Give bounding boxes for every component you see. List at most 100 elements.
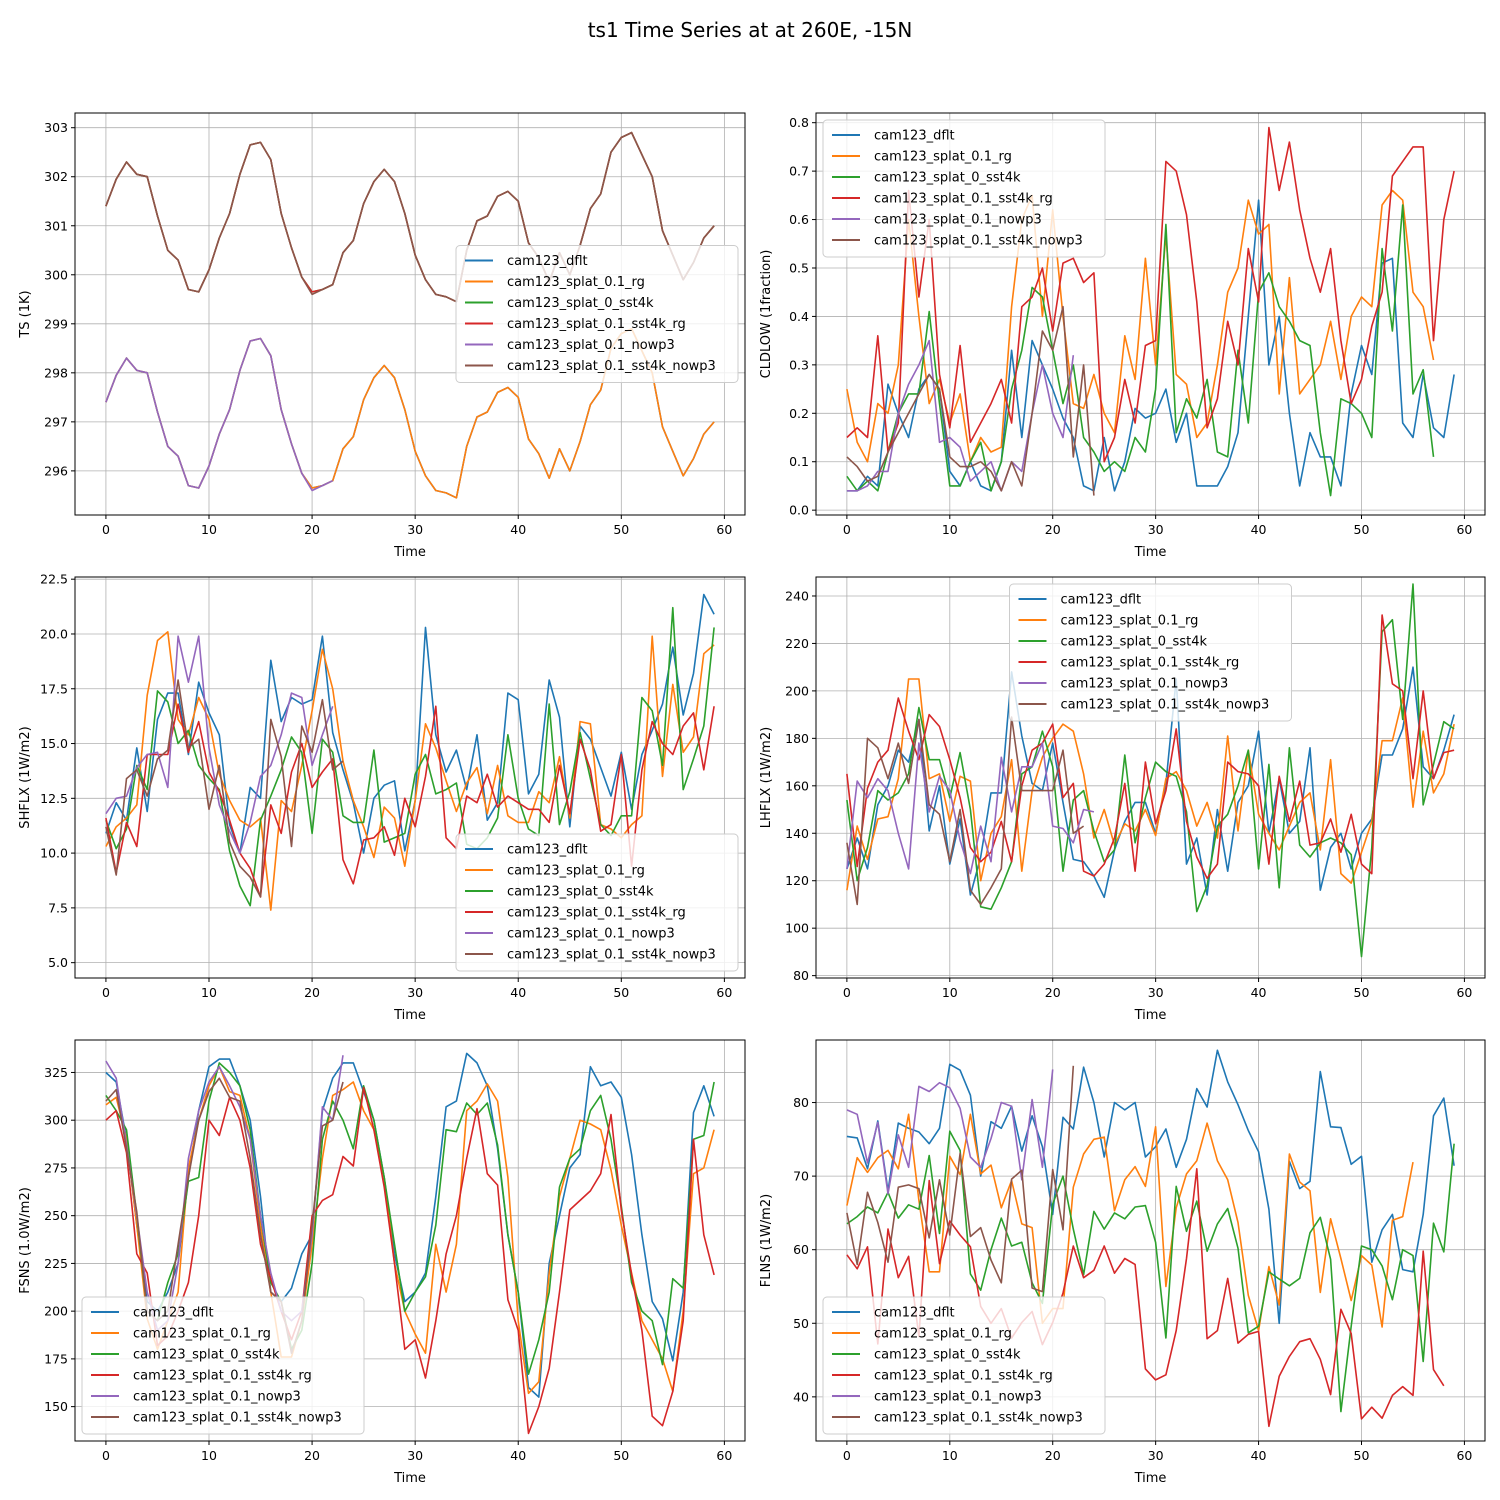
legend-label: cam123_splat_0_sst4k (507, 885, 654, 900)
y-tick-label: 298 (44, 365, 68, 380)
x-tick-label: 60 (1456, 985, 1472, 1000)
y-tick-label: 120 (785, 873, 809, 888)
series-line-cam123_splat_0_sst4k (105, 606, 715, 907)
x-tick-label: 10 (201, 1448, 217, 1463)
y-tick-label: 302 (44, 169, 68, 184)
y-tick-label: 0.8 (789, 115, 809, 130)
legend-label: cam123_splat_0.1_sst4k_nowp3 (133, 1411, 342, 1426)
legend-label: cam123_splat_0.1_sst4k_nowp3 (874, 1411, 1083, 1426)
y-tick-label: 220 (785, 636, 809, 651)
y-axis-label: TS (1K) (18, 290, 33, 338)
x-tick-label: 40 (510, 522, 526, 537)
series-line-cam123_splat_0.1_nowp3 (846, 742, 1095, 875)
legend-label: cam123_splat_0.1_sst4k_rg (874, 192, 1053, 207)
legend-label: cam123_splat_0.1_sst4k_nowp3 (507, 359, 716, 374)
series-line-cam123_splat_0.1_rg (846, 1113, 1414, 1332)
x-tick-label: 20 (1045, 985, 1061, 1000)
legend-label: cam123_splat_0.1_rg (874, 150, 1012, 165)
y-tick-label: 301 (44, 218, 68, 233)
legend-box (81, 1296, 365, 1435)
series-line-cam123_splat_0_sst4k (846, 1130, 1455, 1413)
legend-label: cam123_splat_0_sst4k (874, 1348, 1021, 1363)
legend: cam123_dflt cam123_splat_0.1_rg cam123_spl… (822, 119, 1106, 258)
legend-label: cam123_splat_0.1_sst4k_rg (874, 1369, 1053, 1384)
x-tick-label: 30 (1148, 1448, 1164, 1463)
x-tick-label: 30 (407, 522, 423, 537)
legend: cam123_dflt cam123_splat_0.1_rg cam123_spl… (1009, 583, 1292, 722)
series-line-cam123_splat_0.1_sst4k_rg (105, 703, 715, 898)
series-line-cam123_splat_0.1_sst4k_nowp3 (846, 1065, 1075, 1293)
x-tick-label: 50 (1354, 522, 1370, 537)
y-tick-label: 12.5 (40, 791, 68, 806)
y-tick-label: 0.5 (789, 260, 809, 275)
legend-label: cam123_dflt (133, 1306, 214, 1321)
x-axis-label: Time (393, 1471, 426, 1486)
x-tick-label: 10 (942, 1448, 958, 1463)
legend-label: cam123_dflt (874, 1306, 955, 1321)
legend-label: cam123_dflt (1061, 593, 1142, 608)
y-axis-label: FSNS (1.0W/m2) (18, 1187, 33, 1294)
x-tick-label: 30 (407, 1448, 423, 1463)
y-tick-label: 300 (44, 1113, 68, 1128)
y-tick-label: 80 (793, 1095, 809, 1110)
y-tick-label: 296 (44, 463, 68, 478)
x-tick-label: 50 (1354, 985, 1370, 1000)
axes-frame (815, 1039, 1486, 1442)
y-tick-label: 60 (793, 1242, 809, 1257)
legend-label: cam123_dflt (874, 129, 955, 144)
legend-label: cam123_splat_0_sst4k (1061, 635, 1208, 650)
y-tick-label: 0.3 (789, 357, 809, 372)
y-tick-label: 200 (785, 683, 809, 698)
legend-label: cam123_splat_0_sst4k (874, 171, 1021, 186)
y-axis-label: SHFLX (1W/m2) (18, 726, 33, 828)
y-tick-label: 275 (44, 1160, 68, 1175)
x-tick-label: 40 (1251, 522, 1267, 537)
y-tick-label: 20.0 (40, 626, 68, 641)
x-tick-label: 60 (716, 1448, 732, 1463)
y-tick-label: 5.0 (48, 955, 68, 970)
y-tick-label: 22.5 (40, 572, 68, 587)
y-tick-label: 15.0 (40, 736, 68, 751)
legend-label: cam123_splat_0_sst4k (133, 1348, 280, 1363)
legend-label: cam123_splat_0.1_sst4k_rg (507, 317, 686, 332)
axes-frame (74, 1039, 746, 1442)
figure-title: ts1 Time Series at at 260E, -15N (588, 18, 913, 42)
legend-label: cam123_splat_0.1_nowp3 (874, 1390, 1042, 1405)
y-axis-label: FLNS (1W/m2) (759, 1194, 774, 1287)
series-line-cam123_splat_0.1_nowp3 (105, 337, 334, 492)
x-tick-label: 50 (613, 1448, 629, 1463)
x-tick-label: 10 (942, 522, 958, 537)
x-tick-label: 0 (102, 1448, 110, 1463)
x-tick-label: 50 (613, 985, 629, 1000)
x-tick-label: 20 (304, 985, 320, 1000)
legend-box (822, 119, 1106, 258)
x-tick-label: 0 (843, 522, 851, 537)
series-line-cam123_splat_0.1_sst4k_nowp3 (846, 716, 1085, 906)
series-line-cam123_splat_0.1_nowp3 (846, 1069, 1054, 1195)
legend-label: cam123_splat_0.1_sst4k_nowp3 (507, 948, 716, 963)
legend-label: cam123_splat_0.1_rg (874, 1327, 1012, 1342)
series-line-cam123_splat_0.1_sst4k_rg (105, 1086, 715, 1435)
series-line-cam123_splat_0.1_sst4k_rg (846, 614, 1455, 880)
legend-label: cam123_splat_0.1_sst4k_rg (507, 906, 686, 921)
subplot-1: 0 10 20 30 40 50 60 296 297 298 299 300 301 302 303 Tim… (18, 112, 746, 560)
legend-label: cam123_splat_0.1_nowp3 (133, 1390, 301, 1405)
legend-label: cam123_splat_0.1_nowp3 (507, 338, 675, 353)
legend-label: cam123_splat_0.1_rg (1061, 614, 1199, 629)
legend-label: cam123_splat_0.1_rg (507, 864, 645, 879)
x-tick-label: 40 (1251, 985, 1267, 1000)
legend-label: cam123_dflt (507, 254, 588, 269)
y-tick-label: 10.0 (40, 846, 68, 861)
y-axis-label: LHFLX (1W/m2) (759, 727, 774, 828)
x-tick-label: 30 (1148, 522, 1164, 537)
x-tick-label: 0 (102, 985, 110, 1000)
axes-frame (815, 576, 1486, 979)
legend-label: cam123_dflt (507, 843, 588, 858)
legend-label: cam123_splat_0.1_nowp3 (507, 927, 675, 942)
series-line-cam123_dflt (105, 593, 715, 854)
y-tick-label: 299 (44, 316, 68, 331)
x-tick-label: 20 (1045, 1448, 1061, 1463)
x-axis-label: Time (1134, 1008, 1167, 1023)
y-tick-label: 303 (44, 120, 68, 135)
x-tick-label: 20 (304, 1448, 320, 1463)
